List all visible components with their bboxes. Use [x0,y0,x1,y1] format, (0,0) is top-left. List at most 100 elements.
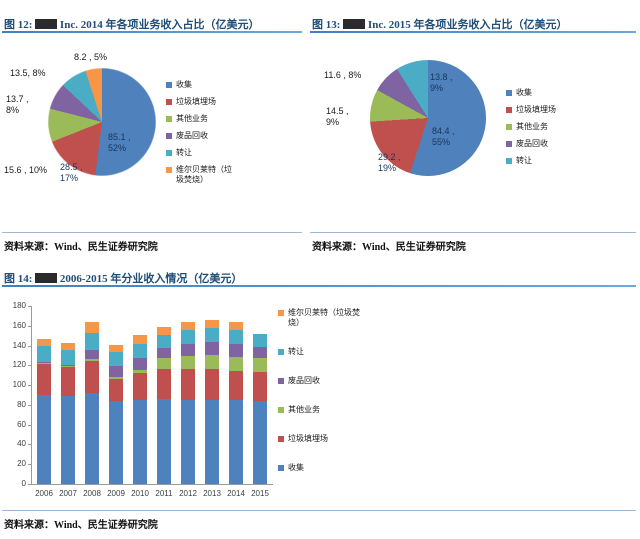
legend-item-垃圾填埋场[interactable]: 垃圾填埋场 [278,434,418,444]
bar-segment-垃圾填埋场 [132,373,148,400]
figure-13-legend: 收集 垃圾填埋场 其他业务 废品回收 转让 [506,88,626,173]
legend-item-transfer[interactable]: 转让 [166,148,286,158]
bar-2010[interactable] [132,306,148,484]
y-tick-mark [28,306,31,307]
bar-segment-收集 [228,399,244,484]
legend-item-转让[interactable]: 转让 [278,347,418,357]
pie-chart-2014 [48,68,156,176]
figure-12-title-prefix: 图 12: [4,19,33,31]
bar-segment-废品回收 [84,349,100,360]
legend-item-collection[interactable]: 收集 [166,80,286,90]
figure-14-panel: 图 14: 2006-2015 年分业收入情况（亿美元） 0 20 40 60 80 10… [0,262,640,539]
figure-13-source: 资料来源：Wind、民生证券研究院 [312,242,466,253]
figure-13-title-prefix: 图 13: [312,19,341,31]
bar-segment-其他业务 [180,356,196,370]
legend-swatch-icon [506,158,512,164]
bar-segment-其他业务 [228,357,244,372]
y-tick-label: 40 [17,439,26,449]
bar-2007[interactable] [60,306,76,484]
bar-segment-其他业务 [204,355,220,370]
bar-2012[interactable] [180,306,196,484]
bar-segment-其他业务 [132,370,148,374]
figure-12-legend: 收集 垃圾填埋场 其他业务 废品回收 转让 维尔贝莱特（垃圾焚烧） [166,80,286,192]
bar-2008[interactable] [84,306,100,484]
bar-segment-废品回收 [132,358,148,371]
x-tick-label: 2008 [83,489,101,498]
legend-swatch-icon [278,436,284,442]
x-tick-label: 2012 [179,489,197,498]
bar-2013[interactable] [204,306,220,484]
legend-item-recycling[interactable]: 废品回收 [166,131,286,141]
figure-14-source: 资料来源：Wind、民生证券研究院 [4,520,158,531]
legend-label: 垃圾填埋场 [176,97,216,106]
figure-14-title-text: 2006-2015 年分业收入情况（亿美元） [59,273,243,285]
legend-item-landfill[interactable]: 垃圾填埋场 [506,105,626,115]
legend-item-其他业务[interactable]: 其他业务 [278,405,418,415]
legend-swatch-icon [278,465,284,471]
bar-segment-其他业务 [60,366,76,368]
figure-14-source-rule [2,510,636,511]
bar-segment-维尔贝莱特（垃圾焚烧） [204,319,220,328]
figure-12-chart: 85.1 , 52% 28.5 , 17% 15.6 , 10% 13.7 , … [0,40,305,230]
legend-swatch-icon [166,116,172,122]
bar-segment-转让 [156,334,172,348]
figure-14-title: 图 14: 2006-2015 年分业收入情况（亿美元） [4,270,242,286]
legend-label: 废品回收 [176,131,208,140]
legend-item-wheelabrator[interactable]: 维尔贝莱特（垃圾焚烧） [166,165,286,185]
bar-segment-转让 [252,333,268,347]
bar-2015[interactable] [252,306,268,484]
figure-12-source: 资料来源：Wind、民生证券研究院 [4,242,158,253]
legend-label: 维尔贝莱特（垃圾焚烧） [176,165,232,184]
bar-segment-维尔贝莱特（垃圾焚烧） [36,338,52,346]
bar-segment-废品回收 [180,343,196,357]
figure-12-title-rule [2,31,302,33]
bar-segment-垃圾填埋场 [84,361,100,394]
y-tick-label: 60 [17,419,26,429]
bar-segment-维尔贝莱特（垃圾焚烧） [228,321,244,330]
y-tick-label: 180 [12,301,26,310]
y-tick-label: 80 [17,399,26,409]
legend-item-collection[interactable]: 收集 [506,88,626,98]
figure-13-title-text: Inc. 2015 年各项业务收入占比（亿美元） [367,19,568,31]
pie-chart-2015 [370,60,486,176]
pie-label-2015-landfill: 29.2 , 19% [378,152,401,174]
bar-segment-转让 [180,329,196,344]
bar-segment-垃圾填埋场 [108,379,124,401]
bar-2011[interactable] [156,306,172,484]
bar-2009[interactable] [108,306,124,484]
y-tick-label: 0 [21,479,26,488]
bar-segment-收集 [108,400,124,484]
bar-segment-其他业务 [108,377,124,380]
legend-item-收集[interactable]: 收集 [278,463,418,473]
bar-segment-垃圾填埋场 [60,367,76,396]
legend-item-landfill[interactable]: 垃圾填埋场 [166,97,286,107]
legend-item-recycling[interactable]: 废品回收 [506,139,626,149]
bar-segment-废品回收 [108,366,124,378]
pie-label-2014-landfill: 28.5 , 17% [60,162,83,184]
y-tick-mark [28,444,31,446]
bar-2006[interactable] [36,306,52,484]
legend-item-废品回收[interactable]: 废品回收 [278,376,418,386]
legend-swatch-icon [506,107,512,113]
y-tick-label: 160 [12,320,26,330]
legend-item-维尔贝莱特（垃圾焚烧）[interactable]: 维尔贝莱特（垃圾焚烧） [278,308,418,328]
legend-label: 转让 [516,156,532,165]
bar-segment-转让 [108,351,124,367]
x-tick-label: 2007 [59,489,77,498]
x-tick-label: 2013 [203,489,221,498]
legend-swatch-icon [506,90,512,96]
legend-item-transfer[interactable]: 转让 [506,156,626,166]
bar-2014[interactable] [228,306,244,484]
x-tick-label: 2015 [251,489,269,498]
bar-segment-维尔贝莱特（垃圾焚烧） [84,321,100,333]
bar-segment-废品回收 [36,362,52,364]
bar-segment-垃圾填埋场 [156,369,172,399]
bar-segment-垃圾填埋场 [36,364,52,395]
legend-label: 废品回收 [516,139,548,148]
legend-swatch-icon [166,82,172,88]
pie-label-2014-other: 15.6 , 10% [4,165,48,175]
legend-swatch-icon [278,378,284,384]
figure-13-title: 图 13: Inc. 2015 年各项业务收入占比（亿美元） [312,16,567,32]
legend-item-other[interactable]: 其他业务 [506,122,626,132]
legend-item-other[interactable]: 其他业务 [166,114,286,124]
